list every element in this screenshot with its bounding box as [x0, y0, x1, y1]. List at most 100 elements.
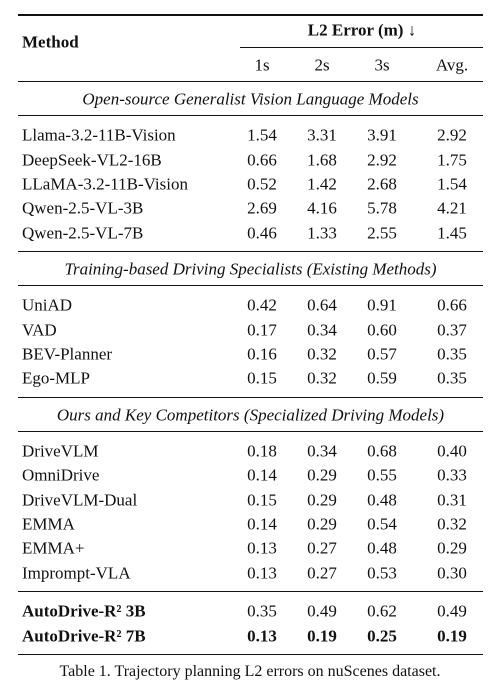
cell-value: 0.40: [437, 441, 467, 461]
cell-value: 0.32: [307, 368, 337, 388]
cell-value: 0.49: [307, 601, 337, 621]
cell-value: 0.32: [437, 514, 467, 534]
cell-value: 0.18: [247, 441, 277, 461]
cell-value: 0.35: [437, 368, 467, 388]
rule: [18, 81, 483, 82]
column-header: 3s: [374, 55, 390, 75]
cell-value: 1.54: [247, 125, 277, 145]
method-name: Qwen-2.5-VL-7B: [22, 223, 144, 243]
cell-value: 0.59: [367, 368, 397, 388]
method-name: UniAD: [22, 295, 73, 315]
rule: [18, 591, 483, 592]
method-name: AutoDrive-R² 3B: [22, 601, 146, 621]
cell-value: 1.42: [307, 174, 337, 194]
cell-value: 0.15: [247, 368, 277, 388]
column-header: Avg.: [435, 55, 469, 75]
cell-value: 0.14: [247, 514, 277, 534]
cell-value: 0.34: [307, 320, 337, 340]
cell-value: 0.53: [367, 563, 397, 583]
cell-value: 1.54: [437, 174, 467, 194]
cell-value: 3.91: [367, 125, 397, 145]
header-group: L2 Error (m) ↓: [307, 20, 417, 40]
cell-value: 0.30: [437, 563, 467, 583]
cell-value: 0.32: [307, 344, 337, 364]
cell-value: 0.34: [307, 441, 337, 461]
method-name: DriveVLM: [22, 441, 99, 461]
cell-value: 0.25: [367, 626, 397, 646]
cell-value: 0.29: [307, 465, 337, 485]
method-name: Llama-3.2-11B-Vision: [22, 125, 176, 145]
method-name: Imprompt-VLA: [22, 563, 131, 583]
cell-value: 0.13: [247, 563, 277, 583]
cell-value: 0.29: [307, 490, 337, 510]
section-title: Training-based Driving Specialists (Exis…: [64, 259, 437, 279]
cell-value: 0.19: [437, 626, 467, 646]
cell-value: 0.16: [247, 344, 277, 364]
rule: [18, 14, 483, 16]
rule: [240, 47, 483, 48]
rule: [18, 396, 483, 398]
cell-value: 0.17: [247, 320, 277, 340]
cell-value: 1.33: [307, 223, 337, 243]
cell-value: 2.69: [247, 198, 277, 218]
cell-value: 0.37: [437, 320, 467, 340]
cell-value: 2.68: [367, 174, 397, 194]
method-name: DeepSeek-VL2-16B: [22, 150, 162, 170]
section-title: Ours and Key Competitors (Specialized Dr…: [56, 405, 445, 425]
cell-value: 3.31: [307, 125, 337, 145]
cell-value: 0.60: [367, 320, 397, 340]
cell-value: 2.92: [367, 150, 397, 170]
cell-value: 0.57: [367, 344, 397, 364]
cell-value: 0.33: [437, 465, 467, 485]
cell-value: 0.68: [367, 441, 397, 461]
cell-value: 0.52: [247, 174, 277, 194]
cell-value: 0.55: [367, 465, 397, 485]
cell-value: 0.66: [437, 295, 467, 315]
cell-value: 0.35: [247, 601, 277, 621]
cell-value: 0.42: [247, 295, 277, 315]
cell-value: 1.75: [437, 150, 467, 170]
method-name: Qwen-2.5-VL-3B: [22, 198, 144, 218]
method-name: EMMA: [22, 514, 75, 534]
method-name: LLaMA-3.2-11B-Vision: [22, 174, 188, 194]
cell-value: 0.14: [247, 465, 277, 485]
cell-value: 0.19: [307, 626, 337, 646]
column-header: 2s: [314, 55, 330, 75]
cell-value: 2.55: [367, 223, 397, 243]
cell-value: 1.45: [437, 223, 467, 243]
section-title: Open-source Generalist Vision Language M…: [82, 89, 419, 109]
cell-value: 0.48: [367, 490, 397, 510]
method-name: OmniDrive: [22, 465, 100, 485]
column-header: 1s: [254, 55, 270, 75]
cell-value: 0.49: [437, 601, 467, 621]
cell-value: 4.16: [307, 198, 337, 218]
method-name: EMMA+: [22, 538, 85, 558]
cell-value: 1.68: [307, 150, 337, 170]
rule: [18, 430, 483, 432]
cell-value: 0.29: [307, 514, 337, 534]
rule: [18, 653, 483, 656]
cell-value: 0.31: [437, 490, 467, 510]
cell-value: 0.66: [247, 150, 277, 170]
cell-value: 0.27: [307, 563, 337, 583]
cell-value: 0.13: [247, 626, 277, 646]
cell-value: 0.54: [367, 514, 397, 534]
cell-value: 0.64: [307, 295, 337, 315]
cell-value: 0.62: [367, 601, 397, 621]
header-method: Method: [22, 32, 79, 52]
cell-value: 0.91: [367, 295, 397, 315]
rule: [18, 285, 483, 286]
method-name: VAD: [22, 320, 57, 340]
cell-value: 2.92: [437, 125, 467, 145]
caption: Table 1. Trajectory planning L2 errors o…: [59, 663, 441, 680]
cell-value: 0.48: [367, 538, 397, 558]
method-name: DriveVLM-Dual: [22, 490, 138, 510]
cell-value: 5.78: [367, 198, 397, 218]
cell-value: 0.27: [307, 538, 337, 558]
cell-value: 4.21: [437, 198, 467, 218]
method-name: BEV-Planner: [22, 344, 113, 364]
rule: [18, 115, 483, 116]
cell-value: 0.15: [247, 490, 277, 510]
cell-value: 0.13: [247, 538, 277, 558]
rule: [18, 251, 483, 252]
